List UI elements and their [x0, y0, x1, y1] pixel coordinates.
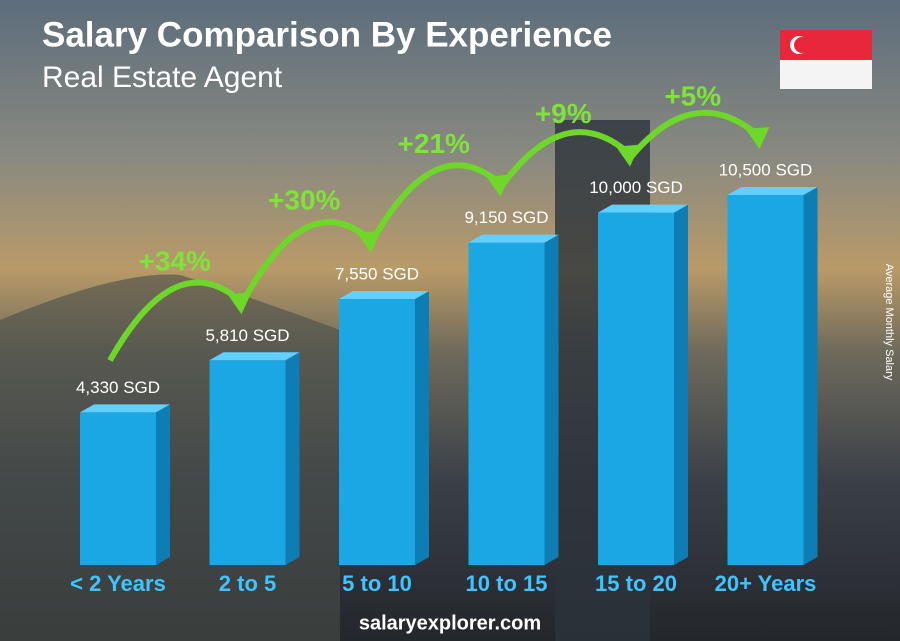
y-axis-label: Average Monthly Salary [883, 264, 895, 381]
bar-side [674, 204, 688, 565]
chart-title: Salary Comparison By Experience [42, 15, 612, 54]
flag-white [780, 60, 872, 89]
change-arrow [107, 279, 242, 362]
x-tick-label: 5 to 10 [342, 571, 412, 596]
bar-side [803, 187, 818, 565]
bar-top [80, 404, 170, 413]
bar [727, 195, 804, 565]
change-arrow [366, 162, 501, 249]
x-tick-label: 20+ Years [715, 571, 817, 596]
change-arrow [496, 129, 630, 193]
change-arrowhead [745, 127, 770, 149]
value-label: 4,330 SGD [76, 378, 160, 397]
value-label: 5,810 SGD [205, 326, 289, 345]
change-label: +30% [268, 184, 340, 215]
bar-side [156, 404, 170, 565]
x-tick-label: 15 to 20 [595, 571, 677, 596]
change-arrow [236, 219, 371, 310]
x-tick-label: < 2 Years [70, 571, 166, 596]
change-label: +5% [664, 80, 721, 111]
change-label: +9% [535, 98, 592, 129]
chart-subtitle: Real Estate Agent [42, 61, 283, 94]
change-label: +34% [139, 246, 211, 277]
bar [468, 242, 545, 566]
footer: salaryexplorer.com [359, 612, 541, 634]
bar-top [209, 352, 300, 361]
bar [339, 298, 415, 565]
x-tick-label: 10 to 15 [466, 571, 548, 596]
flag-moon-cut [794, 37, 810, 53]
bar [80, 412, 156, 565]
bar-top [339, 290, 429, 299]
value-label: 10,000 SGD [589, 178, 683, 197]
x-tick-label: 2 to 5 [219, 571, 276, 596]
bar [598, 212, 674, 565]
bar-top [468, 234, 559, 243]
bar [209, 360, 286, 565]
change-label: +21% [398, 128, 470, 159]
value-label: 10,500 SGD [719, 160, 813, 179]
bar-side [285, 352, 300, 565]
value-label: 7,550 SGD [335, 264, 419, 283]
bar-side [415, 290, 429, 565]
value-label: 9,150 SGD [464, 208, 548, 227]
change-arrow [625, 109, 760, 163]
bar-top [727, 187, 818, 195]
bar-top [598, 204, 688, 213]
bar-side [544, 234, 559, 566]
